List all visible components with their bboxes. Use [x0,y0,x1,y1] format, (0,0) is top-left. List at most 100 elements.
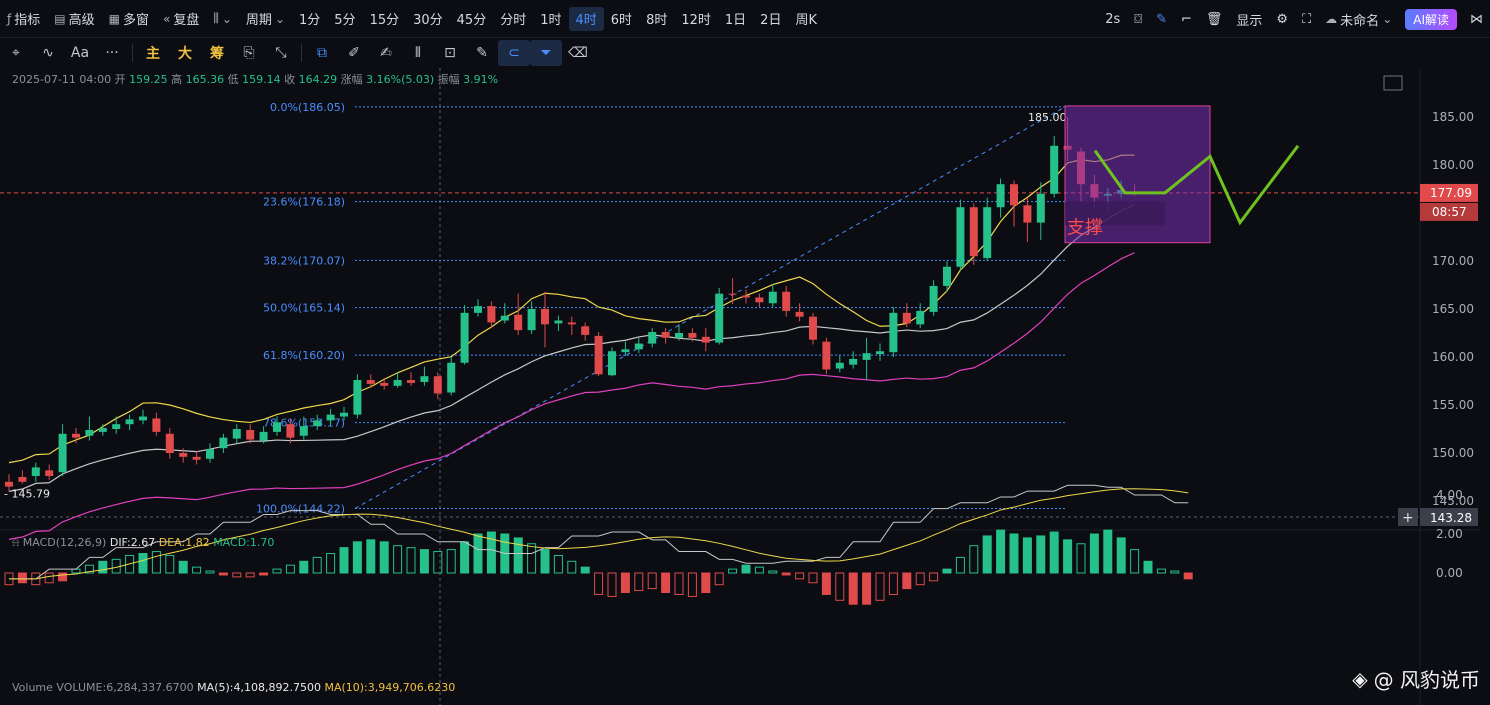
macd-histogram-bar [942,568,952,574]
macd-histogram-bar [1156,568,1166,574]
more-icon[interactable]: ··· [105,45,119,61]
trash-icon[interactable]: ⌫ [568,45,588,61]
interval-tab-13[interactable]: 周K [795,13,817,28]
indicator-line-icon[interactable]: ∿ [42,45,54,61]
candle-body [393,380,402,386]
annotations: - 145.79 185.00 支撑 [4,105,1300,500]
pencil-icon[interactable]: ✎ [1156,11,1167,27]
low-marker: - 145.79 [4,487,50,500]
candle-body [956,207,965,267]
macd-histogram-bar [674,572,684,595]
filter-icon[interactable]: ⏷ [530,40,562,66]
candle-body [58,433,67,473]
candle-body [5,481,13,487]
candle-body [822,341,831,370]
settings-icon[interactable]: ⚙ [1276,11,1289,27]
crosshair-icon[interactable]: ⌖ [12,45,20,61]
macd-histogram-bar [1036,535,1046,574]
cloud-icon: ☁ [1325,12,1338,26]
macd-histogram-bar [1183,572,1193,580]
macd-dea-line [9,488,1189,580]
interval-tab-6[interactable]: 1时 [540,13,562,28]
advanced-button[interactable]: ▤ 高级 [54,11,95,29]
layout-icon: ▤ [54,11,66,26]
chart-type-button[interactable]: ⫼ ⌄ [206,7,239,31]
watermark-text: @ 风豹说币 [1373,668,1480,692]
interval-tab-2[interactable]: 15分 [369,13,400,28]
macd-histogram-bar [996,529,1006,574]
price-chart[interactable]: 0.0%(186.05) 23.6%(176.18) 38.2%(170.07) 50… [0,68,1490,705]
candle-body [232,429,241,439]
interval-tab-1[interactable]: 5分 [334,13,356,28]
interval-tab-7[interactable]: 4时 [568,6,604,31]
macd-histogram-bar [151,551,161,574]
font-button[interactable]: Aa [70,45,90,61]
macd-histogram-bar [98,560,108,574]
macd-histogram-bar [138,553,148,574]
fullscreen-icon[interactable]: ⛶ [1302,11,1312,27]
interval-tab-0[interactable]: 1分 [299,13,321,28]
ohlc-date: 2025-07-11 04:00 [12,73,112,86]
current-price-text: 177.09 [1430,186,1472,200]
open-value: 159.25 [129,73,168,86]
delete-icon[interactable]: 🗑︎ [1205,11,1223,27]
interval-tab-8[interactable]: 6时 [610,13,633,28]
big-order-button[interactable]: 大 [178,46,192,62]
interval-tab-4[interactable]: 45分 [456,13,487,28]
ai-read-button[interactable]: AI解读 [1405,8,1457,30]
peak-marker: 185.00 [1028,111,1067,124]
crop-icon[interactable]: ⌐ [1180,11,1192,27]
macd-histogram-bar [406,547,416,574]
interval-tab-11[interactable]: 1日 [724,13,747,28]
candle-body [85,429,94,436]
share-icon[interactable]: ⋈ [1470,11,1483,27]
copy-icon[interactable]: ⧉ [317,45,327,61]
display-button[interactable]: 显示 [1236,13,1263,29]
bars-icon[interactable]: ⫴ [415,45,421,61]
macd-histogram-bar [44,572,54,584]
brush-icon[interactable]: ✐ [348,45,360,61]
candle-body [313,420,322,427]
macd-histogram-bar [1049,531,1059,574]
macd-histogram-bar [473,533,483,574]
macd-histogram-bar [1170,570,1180,574]
lock-icon[interactable]: ⊡ [444,45,456,61]
macd-dif: DIF:2.67 [109,536,156,549]
drawing-toolbar: ⌖ ∿ Aa ··· 主 大 筹 ⎘ ⤡ ⧉ ✐ ✍ ⫴ ⊡ ✎ ⊂ ⏷ ⌫ [0,38,1490,68]
add-alert-button [1398,508,1418,526]
main-force-button[interactable]: 主 [146,46,160,62]
multi-window-button[interactable]: ▦ 多窗 [108,11,149,29]
candle-body [340,412,348,417]
interval-tab-10[interactable]: 12时 [681,13,711,28]
cloud-save-button[interactable]: ☁ 未命名 ⌄ [1325,12,1393,29]
refresh-rate[interactable]: 2s [1105,11,1121,27]
note-icon[interactable]: ✎ [476,45,488,61]
candle-body [72,433,80,438]
macd-histogram-bar [567,560,577,574]
replay-button[interactable]: «复盘 [162,11,200,29]
interval-tab-3[interactable]: 30分 [413,13,443,28]
price-tick: 165.00 [1432,302,1474,316]
chevron-down-icon: ⌄ [221,11,232,26]
volume-ma10: MA(10):3,949,706.6230 [324,681,456,694]
snapshot-icon[interactable]: ⎘ [243,45,255,61]
candle-body [902,312,911,324]
logo-icon: ◈ [1352,666,1368,691]
camera-icon[interactable]: ⌼ [1134,11,1143,27]
macd-histogram-bar [352,541,362,574]
indicators-button[interactable]: ƒ 指标 [7,11,41,29]
macd-histogram-bar [888,572,898,595]
period-dropdown[interactable]: 周期 ⌄ [245,11,285,29]
macd-histogram-bar [728,568,738,574]
interval-tab-12[interactable]: 2日 [760,13,782,28]
measure-icon[interactable]: ⤡ [275,45,287,61]
candle-body [1036,193,1045,223]
chips-button[interactable]: 筹 [210,46,224,62]
highlighter-icon[interactable]: ✍ [380,45,392,61]
candle-body [353,380,362,415]
candle-body [782,291,791,311]
interval-tab-5[interactable]: 分时 [500,13,527,28]
magnet-icon[interactable]: ⊂ [498,40,530,66]
interval-tab-9[interactable]: 8时 [646,13,668,28]
macd-histogram-bar [969,545,979,574]
